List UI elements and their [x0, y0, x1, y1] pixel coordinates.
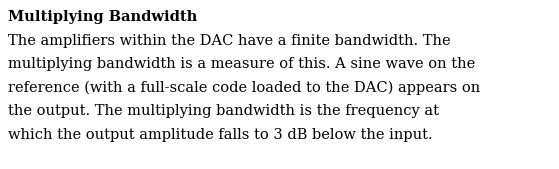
- Text: The amplifiers within the DAC have a finite bandwidth. The: The amplifiers within the DAC have a fin…: [8, 33, 451, 47]
- Text: Multiplying Bandwidth: Multiplying Bandwidth: [8, 10, 197, 24]
- Text: which the output amplitude falls to 3 dB below the input.: which the output amplitude falls to 3 dB…: [8, 127, 433, 141]
- Text: multiplying bandwidth is a measure of this. A sine wave on the: multiplying bandwidth is a measure of th…: [8, 57, 475, 71]
- Text: the output. The multiplying bandwidth is the frequency at: the output. The multiplying bandwidth is…: [8, 104, 439, 118]
- Text: reference (with a full-scale code loaded to the DAC) appears on: reference (with a full-scale code loaded…: [8, 80, 480, 95]
